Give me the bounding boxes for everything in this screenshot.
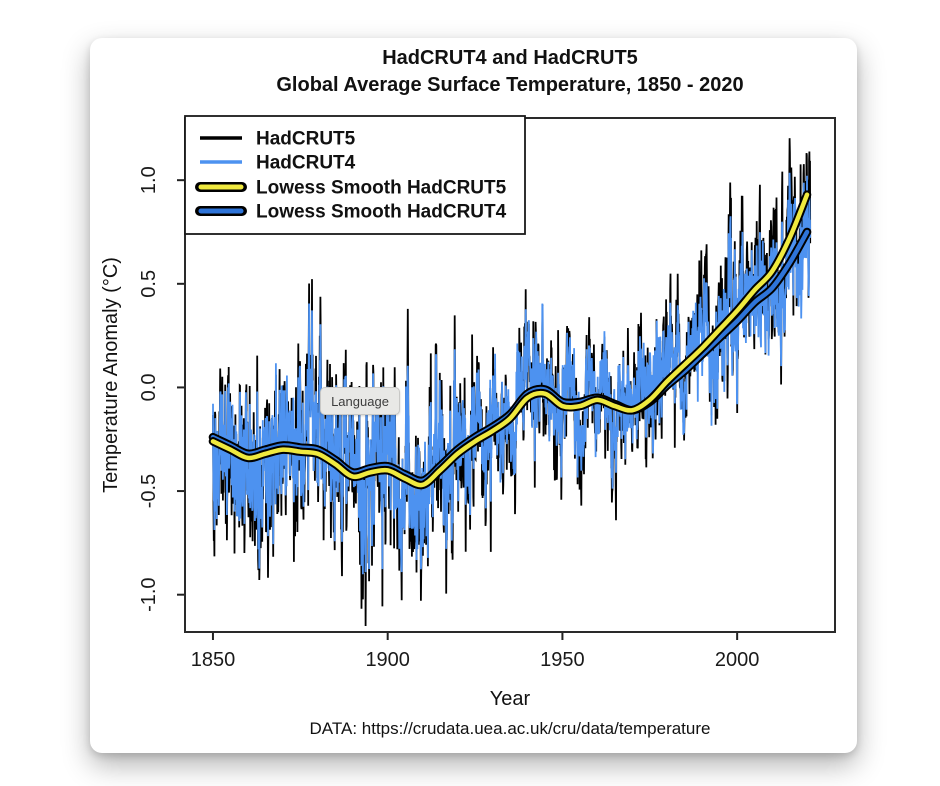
lowess-hadcrut5-line <box>210 192 810 488</box>
legend-label-lowess-hadcrut5: Lowess Smooth HadCRUT5 <box>256 178 507 199</box>
y-tick-label: 0.5 <box>138 270 160 298</box>
y-tick-label: -1.0 <box>138 577 160 611</box>
legend-label-hadcrut4: HadCRUT4 <box>256 153 356 174</box>
chart-card: HadCRUT4 and HadCRUT5 Global Average Sur… <box>90 38 857 753</box>
chart-legend: HadCRUT5 HadCRUT4 Lowess Smooth HadCRUT5… <box>184 115 526 235</box>
y-tick-label: -0.5 <box>138 474 160 508</box>
legend-label-lowess-hadcrut4: Lowess Smooth HadCRUT4 <box>256 202 507 223</box>
chart-title-line1: HadCRUT4 and HadCRUT5 <box>382 47 638 69</box>
legend-item-hadcrut4: HadCRUT4 <box>200 153 356 174</box>
x-tick-label: 1850 <box>191 649 236 671</box>
x-tick-label: 2000 <box>715 649 760 671</box>
x-tick-label: 1900 <box>365 649 410 671</box>
x-tick-label: 1950 <box>540 649 585 671</box>
legend-item-lowess-hadcrut4: Lowess Smooth HadCRUT4 <box>195 202 507 223</box>
source-note: DATA: https://crudata.uea.ac.uk/cru/data… <box>310 719 711 738</box>
legend-item-lowess-hadcrut5: Lowess Smooth HadCRUT5 <box>195 178 507 199</box>
legend-label-hadcrut5: HadCRUT5 <box>256 129 356 150</box>
x-axis-label: Year <box>490 688 531 710</box>
legend-item-hadcrut5: HadCRUT5 <box>200 129 356 150</box>
y-tick-label: 0.0 <box>138 374 160 402</box>
y-tick-label: 1.0 <box>138 166 160 194</box>
chart-title-line2: Global Average Surface Temperature, 1850… <box>276 74 743 96</box>
chart-svg: HadCRUT4 and HadCRUT5 Global Average Sur… <box>100 47 836 738</box>
y-axis-label: Temperature Anomaly (°C) <box>100 257 122 493</box>
language-tooltip-label: Language <box>331 393 389 409</box>
language-tooltip: Language <box>320 387 400 415</box>
plot-area: 1850 1900 1950 2000 -1.0 -0.5 0.0 0.5 1.0 <box>138 117 836 671</box>
